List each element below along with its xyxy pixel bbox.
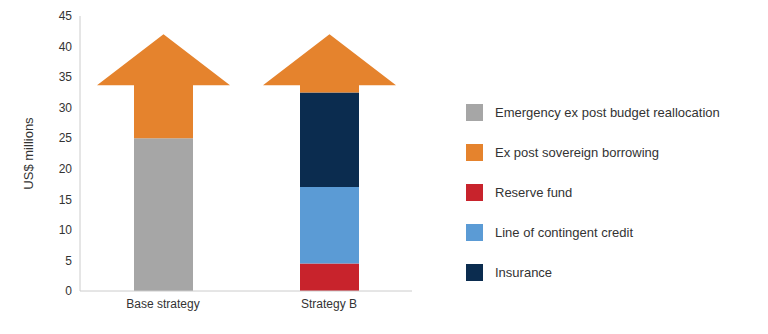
svg-text:45: 45 — [59, 9, 73, 23]
svg-text:40: 40 — [59, 40, 73, 54]
html-text:Reserve fund: Reserve fund — [495, 184, 573, 200]
svg-text:15: 15 — [59, 193, 73, 207]
html-text:Line of contingent credit: Line of contingent credit — [495, 224, 633, 240]
html-text:Insurance: Insurance — [495, 264, 553, 280]
svg-text:10: 10 — [59, 223, 73, 237]
svg-text:Base strategy: Base strategy — [126, 297, 199, 311]
svg-text:Strategy B: Strategy B — [301, 297, 357, 311]
svg-text:35: 35 — [59, 70, 73, 84]
svg-text:30: 30 — [59, 101, 73, 115]
svg-text:20: 20 — [59, 162, 73, 176]
svg-text:0: 0 — [65, 284, 72, 298]
svg-text:25: 25 — [59, 131, 73, 145]
svg-text:5: 5 — [65, 254, 72, 268]
html-text:Ex post sovereign borrowing: Ex post sovereign borrowing — [495, 144, 659, 160]
svg-text:US$ millions: US$ millions — [21, 117, 36, 190]
html-text:Emergency ex post budget reall: Emergency ex post budget reallocation — [495, 104, 720, 120]
